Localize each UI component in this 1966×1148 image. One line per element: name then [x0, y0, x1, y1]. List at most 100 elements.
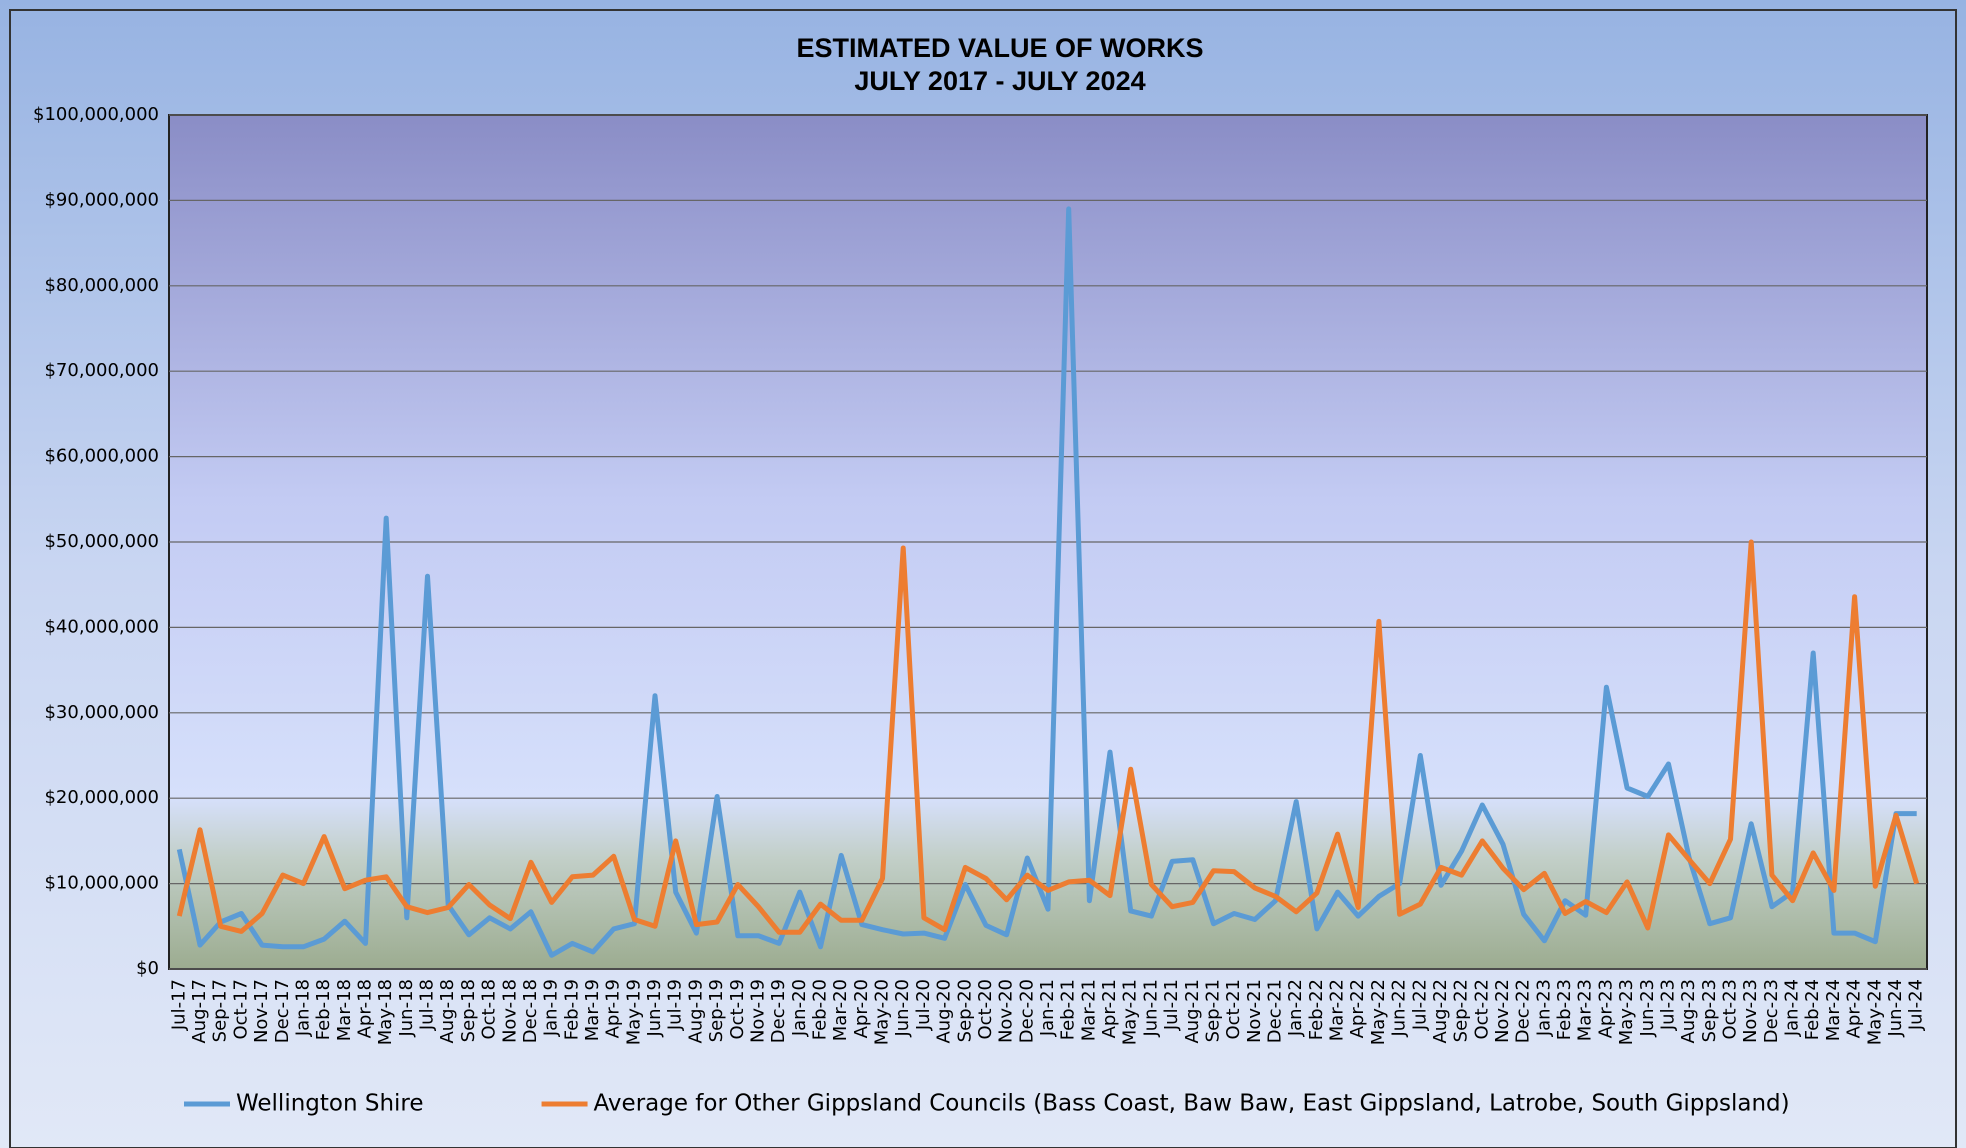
x-tick-label: Sep-21: [1202, 979, 1223, 1042]
y-tick-label: $60,000,000: [44, 446, 159, 467]
x-tick-label: Feb-21: [1058, 979, 1079, 1040]
chart-border: [9, 9, 1957, 1148]
x-tick-label: Apr-19: [603, 979, 624, 1038]
x-tick-label: Jun-21: [1140, 979, 1161, 1038]
y-tick-label: $100,000,000: [33, 104, 159, 125]
x-tick-label: Apr-20: [851, 979, 872, 1038]
x-tick-label: Oct-20: [975, 979, 996, 1040]
x-tick-label: Nov-23: [1740, 979, 1761, 1043]
y-tick-label: $80,000,000: [44, 275, 159, 296]
x-tick-label: Feb-19: [561, 979, 582, 1040]
x-tick-label: May-19: [623, 979, 644, 1045]
x-tick-label: May-20: [872, 979, 893, 1045]
x-tick-label: Oct-22: [1471, 979, 1492, 1040]
x-tick-label: Dec-21: [1265, 979, 1286, 1043]
x-tick-label: Jan-24: [1782, 979, 1803, 1037]
x-tick-label: Nov-19: [747, 979, 768, 1043]
x-tick-label: Mar-23: [1575, 979, 1596, 1041]
x-tick-label: Sep-18: [458, 979, 479, 1042]
x-tick-label: Nov-17: [251, 979, 272, 1043]
x-tick-label: Jun-24: [1885, 979, 1906, 1038]
x-tick-label: Jul-24: [1906, 979, 1927, 1031]
x-tick-label: Dec-20: [1016, 979, 1037, 1043]
x-tick-label: Feb-24: [1802, 979, 1823, 1040]
x-tick-label: Mar-18: [334, 979, 355, 1041]
x-tick-label: Oct-17: [230, 979, 251, 1040]
x-tick-label: Aug-19: [685, 979, 706, 1044]
x-tick-label: Jun-18: [396, 979, 417, 1038]
y-tick-label: $30,000,000: [44, 702, 159, 723]
x-tick-label: Feb-18: [313, 979, 334, 1040]
x-tick-label: Aug-22: [1430, 979, 1451, 1044]
x-tick-label: Jan-23: [1533, 979, 1554, 1037]
x-tick-label: Dec-22: [1513, 979, 1534, 1043]
x-tick-label: May-24: [1864, 979, 1885, 1045]
y-tick-label: $50,000,000: [44, 531, 159, 552]
x-tick-label: Sep-23: [1699, 979, 1720, 1042]
x-tick-label: Oct-23: [1720, 979, 1741, 1040]
x-tick-label: May-18: [375, 979, 396, 1045]
x-tick-label: Dec-18: [520, 979, 541, 1043]
x-tick-label: Jul-20: [913, 979, 934, 1031]
x-tick-label: Jan-21: [1037, 979, 1058, 1037]
x-tick-label: Nov-22: [1492, 979, 1513, 1043]
x-tick-label: Jul-23: [1657, 979, 1678, 1031]
y-tick-label: $20,000,000: [44, 787, 159, 808]
x-tick-label: May-21: [1120, 979, 1141, 1045]
x-tick-label: Aug-20: [934, 979, 955, 1044]
x-tick-label: May-23: [1616, 979, 1637, 1045]
series-line: [176, 206, 1917, 958]
legend-label: Average for Other Gippsland Councils (Ba…: [594, 1091, 1790, 1117]
chart-subtitle: JULY 2017 - JULY 2024: [854, 66, 1145, 96]
x-tick-label: Oct-18: [479, 979, 500, 1040]
x-tick-label: Apr-21: [1099, 979, 1120, 1038]
x-tick-label: Jan-20: [789, 979, 810, 1037]
x-tick-label: Sep-22: [1451, 979, 1472, 1042]
x-tick-label: Dec-23: [1761, 979, 1782, 1043]
y-tick-label: $10,000,000: [44, 873, 159, 894]
y-tick-label: $70,000,000: [44, 360, 159, 381]
x-tick-label: Oct-21: [1223, 979, 1244, 1040]
x-tick-label: Dec-17: [272, 979, 293, 1043]
legend-label: Wellington Shire: [236, 1091, 424, 1117]
x-tick-label: Jun-19: [644, 979, 665, 1038]
x-tick-label: Jan-22: [1285, 979, 1306, 1037]
x-tick-label: Jun-22: [1389, 979, 1410, 1038]
x-tick-label: Sep-19: [706, 979, 727, 1042]
x-tick-label: Jul-21: [1161, 979, 1182, 1031]
y-tick-label: $40,000,000: [44, 616, 159, 637]
x-tick-label: Aug-17: [189, 979, 210, 1044]
y-tick-label: $90,000,000: [44, 189, 159, 210]
x-tick-label: Jul-22: [1409, 979, 1430, 1031]
x-tick-label: Apr-18: [354, 979, 375, 1038]
x-tick-label: Jan-18: [292, 979, 313, 1037]
x-tick-label: Nov-20: [996, 979, 1017, 1043]
x-tick-label: Jul-19: [665, 979, 686, 1031]
x-tick-label: Aug-18: [437, 979, 458, 1044]
chart-title: ESTIMATED VALUE OF WORKS: [797, 33, 1204, 63]
x-tick-label: Feb-20: [809, 979, 830, 1040]
x-tick-label: Aug-21: [1182, 979, 1203, 1044]
x-tick-label: Nov-18: [499, 979, 520, 1043]
x-tick-label: Aug-23: [1678, 979, 1699, 1044]
x-tick-label: May-22: [1368, 979, 1389, 1045]
x-tick-label: Apr-23: [1595, 979, 1616, 1038]
x-tick-label: Mar-24: [1823, 979, 1844, 1041]
x-tick-label: Feb-23: [1554, 979, 1575, 1040]
x-tick-label: Mar-22: [1327, 979, 1348, 1041]
x-tick-label: Apr-22: [1347, 979, 1368, 1038]
x-tick-label: Jul-17: [168, 979, 189, 1031]
x-tick-label: Oct-19: [727, 979, 748, 1040]
x-tick-label: Feb-22: [1306, 979, 1327, 1040]
series-line: [176, 539, 1920, 935]
y-tick-label: $0: [136, 958, 159, 979]
x-tick-label: Jun-20: [892, 979, 913, 1038]
x-tick-label: Jul-18: [417, 979, 438, 1031]
x-tick-label: Mar-19: [582, 979, 603, 1041]
x-tick-label: Jun-23: [1637, 979, 1658, 1038]
x-tick-label: Dec-19: [768, 979, 789, 1043]
x-tick-label: Mar-21: [1078, 979, 1099, 1041]
x-tick-label: Mar-20: [830, 979, 851, 1041]
x-tick-label: Sep-20: [954, 979, 975, 1042]
